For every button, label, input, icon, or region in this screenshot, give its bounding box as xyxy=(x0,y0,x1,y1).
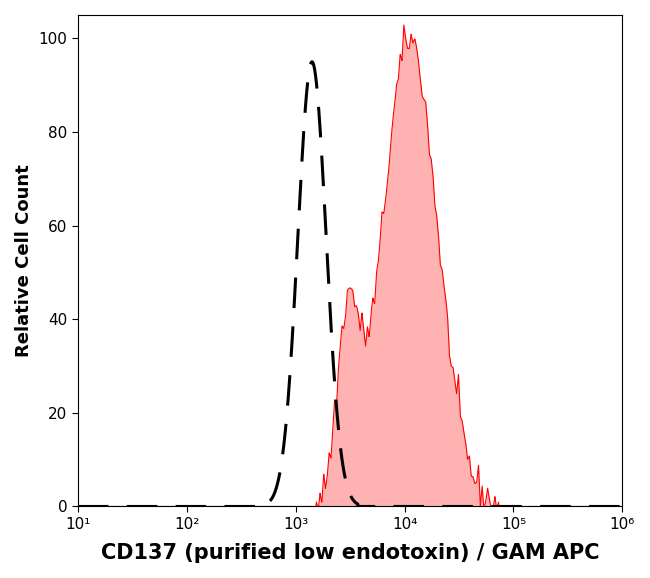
Y-axis label: Relative Cell Count: Relative Cell Count xyxy=(15,164,33,357)
X-axis label: CD137 (purified low endotoxin) / GAM APC: CD137 (purified low endotoxin) / GAM APC xyxy=(101,543,599,563)
